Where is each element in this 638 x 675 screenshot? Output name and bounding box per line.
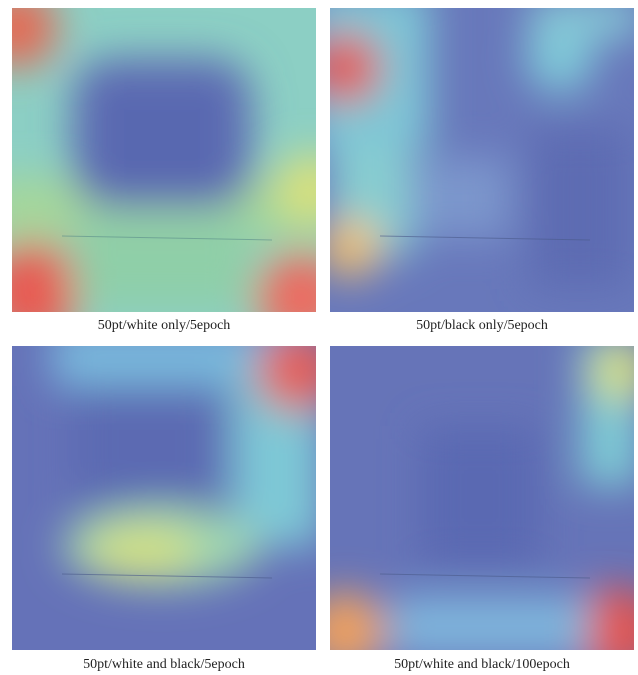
heatmap: [0, 0, 347, 343]
figure: 50pt/white only/5epoch 50pt/black only/5…: [0, 0, 638, 675]
heatmap: [310, 0, 638, 312]
caption: 50pt/white and black/100epoch: [394, 657, 570, 672]
caption: 50pt/white only/5epoch: [98, 318, 231, 333]
heatmap: [305, 336, 638, 675]
caption: 50pt/black only/5epoch: [416, 318, 548, 333]
heatmap: [12, 326, 337, 650]
caption: 50pt/white and black/5epoch: [83, 657, 245, 672]
